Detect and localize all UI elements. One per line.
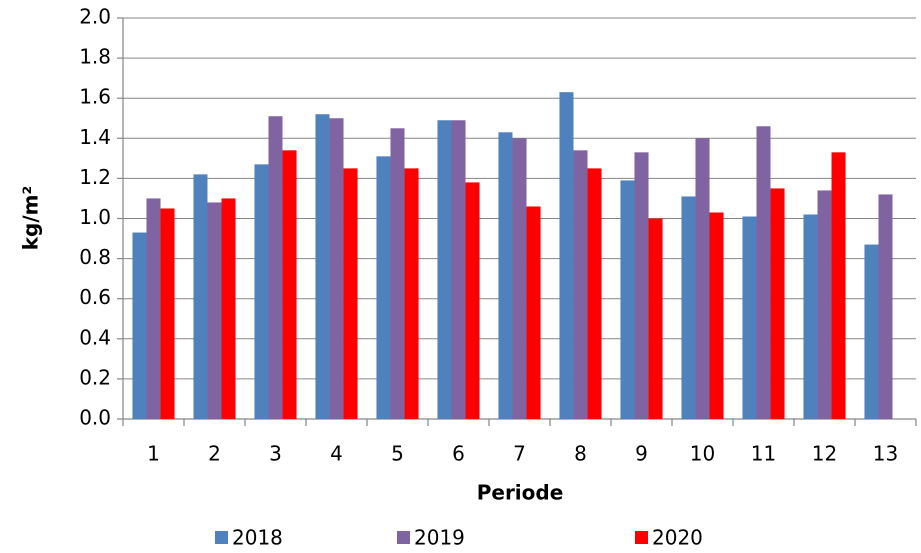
x-tick-label: 11 bbox=[751, 442, 776, 466]
bar bbox=[451, 120, 466, 419]
bar bbox=[221, 198, 236, 419]
bar bbox=[282, 150, 297, 419]
bar bbox=[681, 196, 696, 419]
bar bbox=[160, 208, 175, 419]
y-tick-label: 1.2 bbox=[79, 165, 111, 189]
y-tick-label: 0.8 bbox=[79, 245, 111, 269]
bar bbox=[695, 138, 710, 420]
x-axis-title: Periode bbox=[477, 481, 564, 505]
bar bbox=[329, 118, 344, 419]
legend-swatch bbox=[635, 531, 648, 544]
bar bbox=[437, 120, 452, 419]
x-tick-label: 6 bbox=[452, 442, 465, 466]
bar bbox=[315, 114, 330, 420]
y-tick-label: 0.2 bbox=[79, 365, 111, 389]
legend-swatch bbox=[215, 531, 228, 544]
legend-label: 2019 bbox=[414, 526, 465, 550]
bar bbox=[742, 216, 757, 419]
bar bbox=[831, 152, 846, 419]
bar bbox=[648, 218, 663, 419]
bar bbox=[146, 198, 161, 419]
bar bbox=[587, 168, 602, 419]
y-tick-label: 1.6 bbox=[79, 85, 111, 109]
x-tick-label: 13 bbox=[873, 442, 898, 466]
bar bbox=[864, 244, 879, 419]
x-tick-label: 3 bbox=[269, 442, 282, 466]
bar bbox=[207, 202, 222, 419]
legend-label: 2020 bbox=[652, 526, 703, 550]
bar bbox=[878, 194, 893, 419]
y-tick-label: 1.8 bbox=[79, 45, 111, 69]
bar bbox=[620, 180, 635, 419]
bar bbox=[390, 128, 405, 419]
bar bbox=[526, 206, 541, 419]
x-tick-label: 12 bbox=[812, 442, 837, 466]
bar bbox=[634, 152, 649, 419]
bar bbox=[376, 156, 391, 419]
bar bbox=[559, 92, 574, 419]
bar bbox=[465, 182, 480, 419]
bar bbox=[573, 150, 588, 419]
bar bbox=[254, 164, 269, 419]
bar bbox=[803, 214, 818, 419]
y-tick-label: 0.6 bbox=[79, 285, 111, 309]
y-tick-label: 1.4 bbox=[79, 125, 111, 149]
y-tick-label: 2.0 bbox=[79, 5, 111, 29]
bar bbox=[132, 232, 147, 419]
bar bbox=[770, 188, 785, 419]
y-tick-label: 0.0 bbox=[79, 406, 111, 430]
x-tick-label: 5 bbox=[391, 442, 404, 466]
bar bbox=[498, 132, 513, 419]
y-tick-label: 1.0 bbox=[79, 205, 111, 229]
bar bbox=[756, 126, 771, 420]
y-axis-title: kg/m² bbox=[19, 186, 43, 251]
legend-swatch bbox=[397, 531, 410, 544]
legend-label: 2018 bbox=[232, 526, 283, 550]
y-tick-label: 0.4 bbox=[79, 325, 111, 349]
bar bbox=[512, 138, 527, 420]
x-tick-label: 1 bbox=[147, 442, 160, 466]
x-tick-label: 2 bbox=[208, 442, 221, 466]
bar bbox=[268, 116, 283, 420]
x-tick-label: 10 bbox=[690, 442, 715, 466]
bar bbox=[343, 168, 358, 419]
bar bbox=[817, 190, 832, 419]
x-tick-label: 7 bbox=[513, 442, 526, 466]
x-tick-label: 9 bbox=[635, 442, 648, 466]
x-tick-label: 8 bbox=[574, 442, 587, 466]
bar bbox=[709, 212, 724, 419]
bar bbox=[404, 168, 419, 419]
x-tick-label: 4 bbox=[330, 442, 343, 466]
bar bbox=[193, 174, 208, 419]
